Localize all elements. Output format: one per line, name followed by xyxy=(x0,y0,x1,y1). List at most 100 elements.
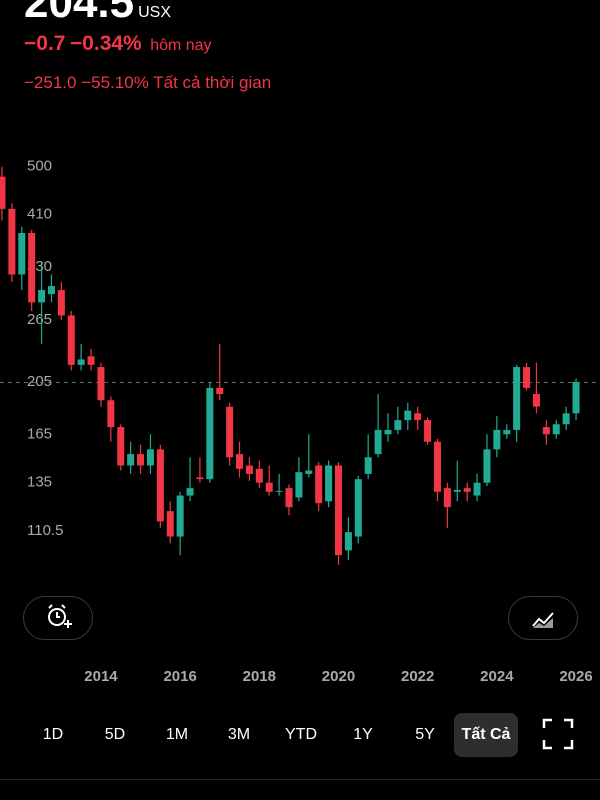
change-row: −0.7 −0.34% hôm nay xyxy=(24,32,212,56)
fullscreen-button[interactable] xyxy=(538,714,578,754)
range-tab[interactable]: 5D xyxy=(104,726,126,743)
candle-body xyxy=(414,413,422,421)
candle-body xyxy=(117,427,125,466)
range-tab[interactable]: Tất Cả xyxy=(454,713,518,757)
candle-body xyxy=(18,232,26,275)
chart-style-button[interactable] xyxy=(508,596,578,640)
candle-body xyxy=(265,482,273,492)
candle-body xyxy=(156,449,164,522)
range-tab[interactable]: 5Y xyxy=(415,726,435,743)
separator xyxy=(0,779,600,780)
change-period: hôm nay xyxy=(150,37,212,54)
candle-body xyxy=(186,488,194,496)
all-change-row: −251.0 −55.10% Tất cả thời gian xyxy=(24,73,271,93)
y-tick-label: 410 xyxy=(27,206,52,223)
all-change: −251.0 xyxy=(24,73,77,92)
candle-body xyxy=(127,454,135,466)
candle-body xyxy=(77,359,85,365)
candle-body xyxy=(344,532,352,551)
candle-body xyxy=(0,176,6,209)
y-tick-label: 110.5 xyxy=(27,522,63,539)
candle-body xyxy=(552,424,560,435)
candle-body xyxy=(176,495,184,537)
candle-body xyxy=(87,356,95,365)
candle-body xyxy=(57,290,65,316)
candle-body xyxy=(285,488,293,508)
range-tab[interactable]: YTD xyxy=(285,726,317,743)
chart-style-icon xyxy=(532,612,554,628)
y-tick-label: 500 xyxy=(27,158,52,175)
alert-button[interactable] xyxy=(23,596,93,640)
x-tick-label: 2026 xyxy=(559,668,592,685)
candle-body xyxy=(473,482,481,496)
range-tabs: 1D 5D 1M 3M YTD 1Y 5Y Tất Cả xyxy=(22,712,578,758)
candle-body xyxy=(315,465,323,504)
x-tick-label: 2014 xyxy=(84,668,118,685)
candle-body xyxy=(443,488,451,508)
x-tick-label: 2016 xyxy=(163,668,196,685)
candle-body xyxy=(255,468,263,483)
candle-body xyxy=(137,454,145,466)
candle-body xyxy=(166,511,174,537)
candle-body xyxy=(275,490,283,492)
candle-body xyxy=(433,441,441,492)
candle-body xyxy=(424,420,432,442)
candle-body xyxy=(226,406,234,458)
all-change-pct: −55.10% xyxy=(81,73,149,92)
candle-body xyxy=(97,367,105,401)
y-tick-label: 265 xyxy=(27,311,52,328)
candle-body xyxy=(334,465,342,556)
candle-body xyxy=(483,449,491,483)
candle-body xyxy=(562,413,570,425)
candle-body xyxy=(28,232,36,303)
candle-body xyxy=(493,429,501,450)
candle-body xyxy=(245,465,253,474)
candle-body xyxy=(38,290,46,303)
candle-body xyxy=(542,427,550,435)
all-period: Tất cả thời gian xyxy=(153,73,272,92)
candle-body xyxy=(206,387,214,480)
candle-body xyxy=(364,457,372,474)
candle-body xyxy=(463,488,471,492)
y-tick-label: 135 xyxy=(27,474,52,491)
candle-body xyxy=(196,477,204,480)
price-row: 204.5 USX xyxy=(24,0,171,28)
unit: USX xyxy=(138,4,172,21)
candle-body xyxy=(384,429,392,435)
change: −0.7 xyxy=(24,32,66,55)
candle-body xyxy=(47,286,55,295)
range-tab[interactable]: 1Y xyxy=(353,726,373,743)
change-pct: −0.34% xyxy=(69,32,142,55)
candle-body xyxy=(404,410,412,421)
y-tick-label: 165 xyxy=(27,425,52,442)
candle-body xyxy=(523,367,531,388)
candle-body xyxy=(394,420,402,430)
candle-body xyxy=(236,454,244,469)
x-tick-label: 2020 xyxy=(322,668,355,685)
candle-body xyxy=(67,315,75,365)
candle-body xyxy=(107,400,115,428)
range-tab[interactable]: 3M xyxy=(227,726,251,743)
price: 204.5 xyxy=(24,0,135,27)
x-tick-label: 2024 xyxy=(480,668,514,685)
range-tab[interactable]: 1M xyxy=(165,726,189,743)
range-tab[interactable]: 1D xyxy=(42,726,64,743)
candle-body xyxy=(325,465,333,502)
y-tick-label: 205 xyxy=(27,373,52,390)
candle-body xyxy=(354,479,362,537)
x-tick-label: 2022 xyxy=(401,668,434,685)
candle-body xyxy=(572,381,580,414)
candle-body xyxy=(295,472,303,498)
candle-body xyxy=(8,208,16,275)
candle-body xyxy=(305,470,313,474)
alert-icon xyxy=(48,604,72,628)
candle-body xyxy=(146,449,154,466)
x-tick-label: 2018 xyxy=(243,668,276,685)
candle-body xyxy=(513,367,521,430)
candle-body xyxy=(503,429,511,435)
candle-body xyxy=(453,489,461,492)
candle-body xyxy=(374,429,382,455)
candle-body xyxy=(532,393,540,407)
